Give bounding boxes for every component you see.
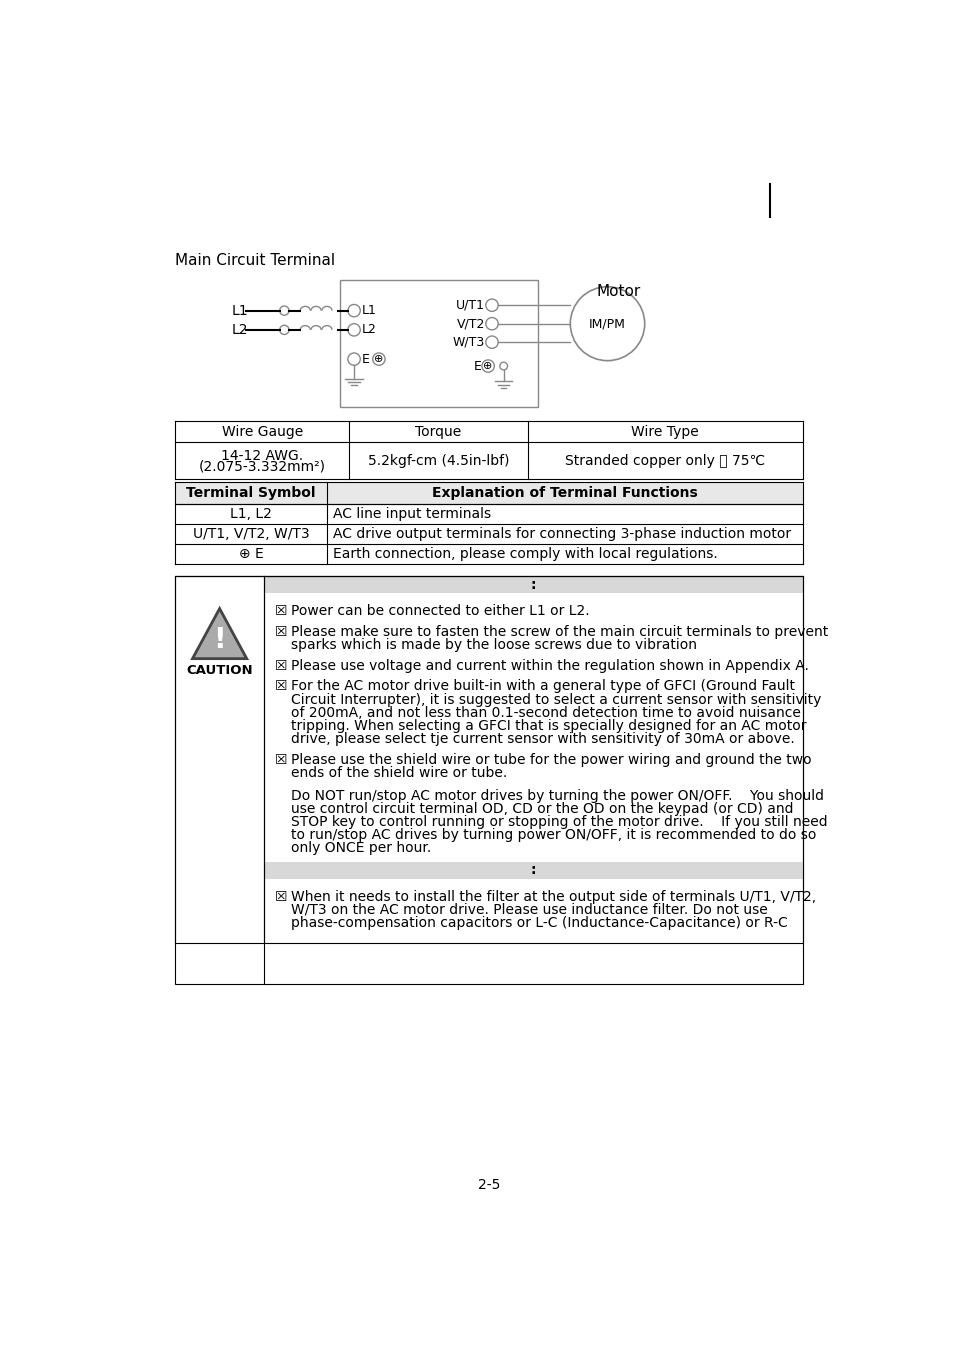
Text: AC drive output terminals for connecting 3-phase induction motor: AC drive output terminals for connecting…	[333, 526, 790, 541]
Circle shape	[348, 352, 360, 366]
Circle shape	[485, 336, 497, 348]
Text: Please make sure to fasten the screw of the main circuit terminals to prevent: Please make sure to fasten the screw of …	[291, 625, 827, 639]
Text: to run/stop AC drives by turning power ON/OFF, it is recommended to do so: to run/stop AC drives by turning power O…	[291, 828, 815, 842]
Text: L1: L1	[232, 304, 248, 317]
Text: 5.2kgf-cm (4.5in-lbf): 5.2kgf-cm (4.5in-lbf)	[368, 454, 509, 467]
Text: ☒: ☒	[274, 659, 287, 672]
Text: ⊕: ⊕	[374, 354, 383, 364]
Text: ☒: ☒	[274, 625, 287, 639]
Circle shape	[348, 305, 360, 317]
Text: Circuit Interrupter), it is suggested to select a current sensor with sensitivit: Circuit Interrupter), it is suggested to…	[291, 693, 820, 706]
Text: ☒: ☒	[274, 890, 287, 903]
Text: phase-compensation capacitors or L-C (Inductance-Capacitance) or R-C: phase-compensation capacitors or L-C (In…	[291, 915, 786, 930]
Text: Please use voltage and current within the regulation shown in Appendix A.: Please use voltage and current within th…	[291, 659, 807, 672]
Bar	[264, 576, 802, 593]
Text: Main Circuit Terminal: Main Circuit Terminal	[174, 252, 335, 267]
Text: ☒: ☒	[274, 603, 287, 618]
Polygon shape	[193, 609, 247, 659]
Text: L1: L1	[361, 304, 376, 317]
Text: V/T2: V/T2	[456, 317, 484, 331]
Text: ⊕: ⊕	[483, 360, 493, 371]
Text: drive, please select tje current sensor with sensitivity of 30mA or above.: drive, please select tje current sensor …	[291, 732, 794, 745]
Text: L2: L2	[361, 324, 376, 336]
Text: W/T3: W/T3	[453, 336, 484, 348]
Text: Please use the shield wire or tube for the power wiring and ground the two: Please use the shield wire or tube for t…	[291, 752, 810, 767]
Bar	[174, 576, 802, 942]
Text: !: !	[213, 625, 226, 653]
Circle shape	[570, 286, 644, 360]
Text: Wire Gauge: Wire Gauge	[221, 424, 302, 439]
Text: Torque: Torque	[415, 424, 461, 439]
Text: (2.075-3.332mm²): (2.075-3.332mm²)	[198, 460, 325, 474]
Text: Motor: Motor	[597, 284, 640, 298]
Text: Explanation of Terminal Functions: Explanation of Terminal Functions	[432, 486, 697, 500]
Text: Wire Type: Wire Type	[631, 424, 699, 439]
Text: AC line input terminals: AC line input terminals	[333, 506, 491, 521]
Circle shape	[373, 352, 385, 366]
Text: ☒: ☒	[274, 679, 287, 694]
Text: Terminal Symbol: Terminal Symbol	[186, 486, 315, 500]
Text: :: :	[530, 864, 536, 878]
Text: ☒: ☒	[274, 752, 287, 767]
Circle shape	[481, 360, 494, 373]
Text: For the AC motor drive built-in with a general type of GFCI (Ground Fault: For the AC motor drive built-in with a g…	[291, 679, 794, 694]
Circle shape	[485, 300, 497, 312]
Text: Do NOT run/stop AC motor drives by turning the power ON/OFF.    You should: Do NOT run/stop AC motor drives by turni…	[291, 788, 822, 803]
Text: ⊕ E: ⊕ E	[238, 547, 263, 562]
Text: 14-12 AWG.: 14-12 AWG.	[221, 450, 303, 463]
Text: U/T1: U/T1	[456, 298, 484, 312]
Bar	[264, 861, 802, 879]
Circle shape	[279, 306, 289, 316]
Text: ends of the shield wire or tube.: ends of the shield wire or tube.	[291, 765, 506, 780]
Text: IM/PM: IM/PM	[588, 317, 625, 331]
Circle shape	[499, 362, 507, 370]
Circle shape	[279, 325, 289, 335]
Text: Earth connection, please comply with local regulations.: Earth connection, please comply with loc…	[333, 547, 718, 562]
Text: E: E	[361, 352, 370, 366]
Text: STOP key to control running or stopping of the motor drive.    If you still need: STOP key to control running or stopping …	[291, 815, 826, 829]
Text: only ONCE per hour.: only ONCE per hour.	[291, 841, 431, 855]
Text: L1, L2: L1, L2	[230, 506, 272, 521]
Text: tripping. When selecting a GFCI that is specially designed for an AC motor: tripping. When selecting a GFCI that is …	[291, 718, 805, 733]
Text: W/T3 on the AC motor drive. Please use inductance filter. Do not use: W/T3 on the AC motor drive. Please use i…	[291, 903, 766, 917]
Text: use control circuit terminal OD, CD or the OD on the keypad (or CD) and: use control circuit terminal OD, CD or t…	[291, 802, 792, 815]
Text: CAUTION: CAUTION	[186, 664, 253, 678]
Text: Stranded copper only ， 75℃: Stranded copper only ， 75℃	[564, 454, 764, 467]
Text: 2-5: 2-5	[477, 1177, 499, 1192]
Circle shape	[485, 317, 497, 329]
Text: E: E	[473, 359, 480, 373]
Circle shape	[348, 324, 360, 336]
Text: L2: L2	[232, 323, 248, 338]
Text: of 200mA, and not less than 0.1-second detection time to avoid nuisance: of 200mA, and not less than 0.1-second d…	[291, 706, 800, 720]
Text: U/T1, V/T2, W/T3: U/T1, V/T2, W/T3	[193, 526, 309, 541]
Text: sparks which is made by the loose screws due to vibration: sparks which is made by the loose screws…	[291, 637, 696, 652]
Bar	[174, 482, 802, 504]
Bar	[340, 279, 537, 406]
Bar	[174, 576, 802, 984]
Text: When it needs to install the filter at the output side of terminals U/T1, V/T2,: When it needs to install the filter at t…	[291, 890, 815, 903]
Text: Power can be connected to either L1 or L2.: Power can be connected to either L1 or L…	[291, 603, 589, 618]
Text: :: :	[530, 578, 536, 591]
